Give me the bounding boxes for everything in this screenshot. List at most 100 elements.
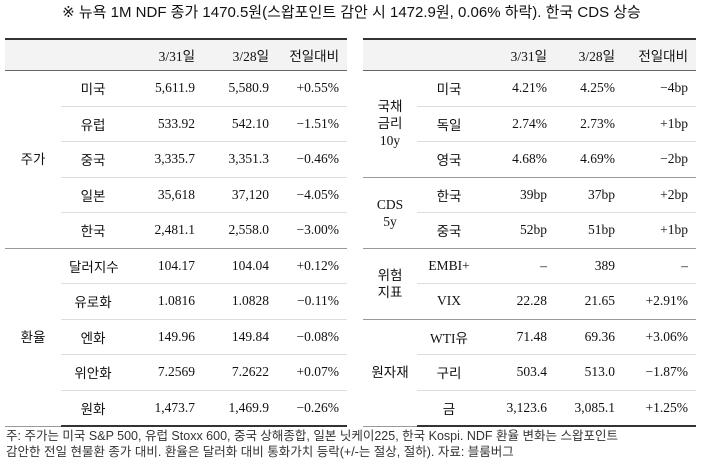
row: 독일 2.74% 2.73% +1bp xyxy=(363,106,696,142)
row: 일본 35,618 37,120 −4.05% xyxy=(5,177,347,213)
row-name: 유럽 xyxy=(61,106,125,142)
row: 원자재 WTI유 71.48 69.36 +3.06% xyxy=(363,319,696,427)
row-name: 미국 xyxy=(417,70,481,107)
row-name: 일본 xyxy=(61,177,125,213)
cell: 4.25% xyxy=(555,70,623,107)
group-label: CDS 5y xyxy=(363,177,417,249)
group-label: 주가 xyxy=(5,70,61,249)
cell: 5,611.9 xyxy=(125,70,203,107)
footnote-line: 감안한 전일 현물환 종가 대비. 환율은 달러화 대비 통화가치 등락(+/-… xyxy=(6,445,514,459)
cell: – xyxy=(481,248,555,284)
cell: −1.51% xyxy=(277,106,347,142)
group-label-line: 국채 xyxy=(377,99,403,115)
cell: 21.65 xyxy=(555,283,623,320)
group-label-line: 주가 xyxy=(20,151,46,167)
cell: 533.92 xyxy=(125,106,203,142)
row-name: EMBI+ xyxy=(417,248,481,284)
cell: 7.2622 xyxy=(203,354,277,391)
row: 금 3,123.6 3,085.1 +1.25% xyxy=(363,390,696,427)
cell: 52bp xyxy=(481,212,555,249)
cell: 51bp xyxy=(555,212,623,249)
group-label: 국채 금리 10y xyxy=(363,70,417,178)
row: 영국 4.68% 4.69% −2bp xyxy=(363,141,696,178)
cell: −0.46% xyxy=(277,141,347,178)
cell: −1.87% xyxy=(623,354,696,391)
cell: −0.26% xyxy=(277,390,347,427)
row-name: WTI유 xyxy=(417,319,481,355)
footnote: 주: 주가는 미국 S&P 500, 유럽 Stoxx 600, 중국 상해종합… xyxy=(6,428,618,460)
header-row: 3/31일 3/28일 전일대비 xyxy=(363,38,696,71)
row: 한국 2,481.1 2,558.0 −3.00% xyxy=(5,212,347,249)
group-label: 위험 지표 xyxy=(363,248,417,320)
row-name: 금 xyxy=(417,390,481,427)
row-name: 중국 xyxy=(61,141,125,178)
group-label-line: 원자재 xyxy=(371,365,409,380)
cell: 7.2569 xyxy=(125,354,203,391)
row-name: 미국 xyxy=(61,70,125,107)
left-table: 3/31일 3/28일 전일대비 주가 미국 5,611.9 5,580.9 +0.55% 유럽… xyxy=(5,38,347,427)
cell: +1bp xyxy=(623,212,696,249)
row: 국채 금리 10y 미국 4.21% 4.25% −4bp xyxy=(363,70,696,178)
cell: 2,481.1 xyxy=(125,212,203,249)
cell: 37bp xyxy=(555,177,623,213)
header-blank xyxy=(363,38,481,71)
cell: 513.0 xyxy=(555,354,623,391)
group-label-line: 금리 xyxy=(377,116,403,132)
cell: 2.74% xyxy=(481,106,555,142)
cell: −0.08% xyxy=(277,319,347,355)
footnote-line: 주: 주가는 미국 S&P 500, 유럽 Stoxx 600, 중국 상해종합… xyxy=(6,429,618,443)
row-name: 구리 xyxy=(417,354,481,391)
cell: 149.96 xyxy=(125,319,203,355)
cell: −4bp xyxy=(623,70,696,107)
cell: 542.10 xyxy=(203,106,277,142)
cell: +1bp xyxy=(623,106,696,142)
cell: −4.05% xyxy=(277,177,347,213)
table-body: 주가 미국 5,611.9 5,580.9 +0.55% 유럽 533.92 542.10 −1… xyxy=(5,70,347,427)
row: 위험 지표 EMBI+ –389– xyxy=(363,248,696,320)
cell: 39bp xyxy=(481,177,555,213)
cell: 1.0816 xyxy=(125,283,203,320)
header-row: 3/31일 3/28일 전일대비 xyxy=(5,38,347,71)
cell: +2.91% xyxy=(623,283,696,320)
row-name: 한국 xyxy=(417,177,481,213)
column-header: 3/31일 xyxy=(125,38,203,71)
group-label-line: 10y xyxy=(379,133,401,149)
cell: 389 xyxy=(555,248,623,284)
row: 위안화 7.2569 7.2622 +0.07% xyxy=(5,354,347,391)
row-name: 엔화 xyxy=(61,319,125,355)
row: CDS 5y 한국 39bp 37bp +2bp xyxy=(363,177,696,249)
cell: +1.25% xyxy=(623,390,696,427)
row: VIX 22.28 21.65 +2.91% xyxy=(363,283,696,320)
cell: −0.11% xyxy=(277,283,347,320)
group-label: 환율 xyxy=(5,248,61,427)
cell: +0.12% xyxy=(277,248,347,284)
cell: 3,123.6 xyxy=(481,390,555,427)
header-blank xyxy=(5,38,125,71)
cell: 503.4 xyxy=(481,354,555,391)
row-name: 중국 xyxy=(417,212,481,249)
cell: 2.73% xyxy=(555,106,623,142)
cell: 4.69% xyxy=(555,141,623,178)
cell: 2,558.0 xyxy=(203,212,277,249)
cell: 4.21% xyxy=(481,70,555,107)
row: 엔화 149.96 149.84 −0.08% xyxy=(5,319,347,355)
row-name: 달러지수 xyxy=(61,248,125,284)
cell: +3.06% xyxy=(623,319,696,355)
cell: 71.48 xyxy=(481,319,555,355)
row-name: 원화 xyxy=(61,390,125,427)
cell: 1.0828 xyxy=(203,283,277,320)
right-table: 3/31일 3/28일 전일대비 국채 금리 10y 미국 4.21% 4.25% −4bp 독일 2… xyxy=(363,38,696,427)
cell: −3.00% xyxy=(277,212,347,249)
group-label-line: 위험 xyxy=(377,267,403,283)
group-label-line: 환율 xyxy=(20,329,46,345)
group-label-line: 5y xyxy=(383,213,397,229)
cell: −2bp xyxy=(623,141,696,178)
row-name: VIX xyxy=(417,283,481,320)
cell: – xyxy=(623,248,696,284)
cell: 149.84 xyxy=(203,319,277,355)
title: ※ 뉴욕 1M NDF 종가 1470.5원(스왑포인트 감안 시 1472.9… xyxy=(62,4,641,21)
cell: 1,473.7 xyxy=(125,390,203,427)
cell: 4.68% xyxy=(481,141,555,178)
cell: 1,469.9 xyxy=(203,390,277,427)
